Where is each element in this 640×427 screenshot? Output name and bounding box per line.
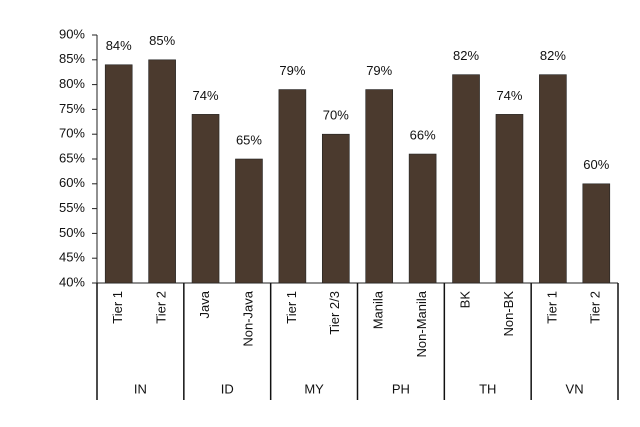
value-label: 66% — [410, 127, 436, 142]
x-tick-label: BK — [457, 291, 472, 309]
x-tick-label: Manila — [371, 290, 386, 329]
bar — [148, 59, 176, 284]
value-label: 79% — [366, 63, 392, 78]
value-label: 65% — [236, 132, 262, 147]
y-tick-label: 40% — [59, 274, 85, 289]
value-label: 84% — [106, 38, 132, 53]
bar — [235, 158, 263, 284]
y-tick-label: 75% — [59, 101, 85, 116]
value-label: 74% — [496, 88, 522, 103]
y-tick-label: 80% — [59, 76, 85, 91]
value-label: 79% — [279, 63, 305, 78]
x-tick-label: Non-BK — [501, 291, 516, 337]
value-label: 70% — [323, 108, 349, 123]
group-label: IN — [134, 381, 147, 396]
bar — [104, 64, 133, 284]
x-tick-label: Tier 1 — [544, 291, 559, 324]
bar — [278, 89, 307, 284]
group-label: ID — [221, 381, 234, 396]
group-label: MY — [304, 381, 324, 396]
y-tick-label: 60% — [59, 175, 85, 190]
x-tick-label: Tier 1 — [284, 291, 299, 324]
x-tick-label: Tier 2 — [154, 291, 169, 324]
bar — [191, 114, 220, 284]
x-tick-label: Java — [197, 290, 212, 318]
x-tick-label: Tier 2 — [588, 291, 603, 324]
y-tick-label: 50% — [59, 225, 85, 240]
value-label: 85% — [149, 33, 175, 48]
value-label: 82% — [540, 48, 566, 63]
y-tick-label: 65% — [59, 150, 85, 165]
x-tick-label: Non-Java — [240, 290, 255, 346]
bar — [539, 74, 567, 284]
x-tick-label: Tier 2/3 — [327, 291, 342, 335]
bar — [321, 133, 350, 284]
x-tick-label: Non-Manila — [414, 290, 429, 357]
y-tick-label: 70% — [59, 126, 85, 141]
value-label: 82% — [453, 48, 479, 63]
y-tick-label: 55% — [59, 200, 85, 215]
bar — [365, 89, 394, 284]
bar — [452, 74, 480, 284]
y-tick-label: 45% — [59, 250, 85, 265]
bar — [495, 114, 524, 284]
y-tick-label: 90% — [59, 26, 85, 41]
y-tick-label: 85% — [59, 51, 85, 66]
value-label: 60% — [583, 157, 609, 172]
bar — [408, 153, 437, 284]
group-label: PH — [392, 381, 410, 396]
group-label: VN — [566, 381, 584, 396]
x-tick-label: Tier 1 — [110, 291, 125, 324]
value-label: 74% — [193, 88, 219, 103]
group-label: TH — [479, 381, 496, 396]
bar — [582, 183, 611, 284]
